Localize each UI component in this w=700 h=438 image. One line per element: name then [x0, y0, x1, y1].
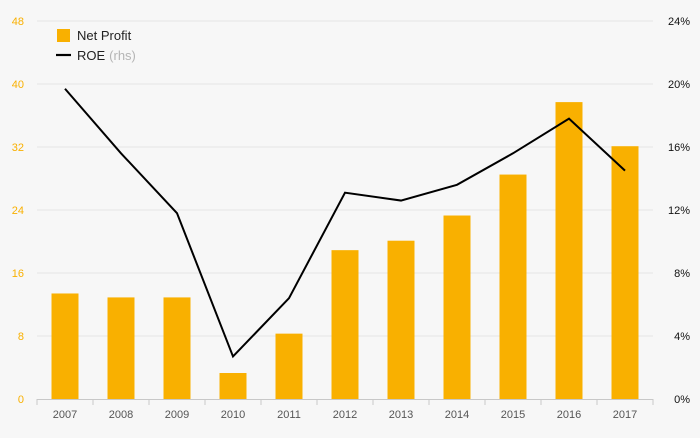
x-tick-label: 2015 — [501, 409, 525, 421]
x-tick-label: 2011 — [277, 409, 301, 421]
y-tick-label-left: 0 — [18, 394, 24, 406]
bar-net-profit — [500, 175, 527, 399]
y-tick-label-left: 32 — [12, 142, 24, 154]
y-tick-label-right: 20% — [668, 79, 690, 91]
x-tick-label: 2009 — [165, 409, 189, 421]
x-tick-label: 2008 — [109, 409, 133, 421]
bar-net-profit — [220, 373, 247, 399]
y-tick-label-left: 8 — [18, 331, 24, 343]
x-tick-label: 2012 — [333, 409, 357, 421]
legend-label-roe-suffix: (rhs) — [109, 48, 136, 63]
x-tick-label: 2016 — [557, 409, 581, 421]
x-tick-label: 2007 — [53, 409, 77, 421]
bar-net-profit — [276, 334, 303, 399]
bar-net-profit — [444, 216, 471, 399]
x-tick-label: 2014 — [445, 409, 469, 421]
x-tick-label: 2013 — [389, 409, 413, 421]
y-tick-label-right: 8% — [674, 268, 690, 280]
y-tick-label-left: 16 — [12, 268, 24, 280]
y-tick-label-left: 24 — [12, 205, 24, 217]
svg-text:ROE(rhs): ROE(rhs) — [77, 48, 136, 63]
bar-net-profit — [164, 297, 191, 399]
y-tick-label-left: 48 — [12, 16, 24, 28]
bar-net-profit — [332, 250, 359, 399]
bar-net-profit — [612, 146, 639, 399]
x-tick-label: 2010 — [221, 409, 245, 421]
bar-net-profit — [108, 297, 135, 399]
y-tick-label-right: 24% — [668, 16, 690, 28]
legend-swatch-net-profit — [57, 29, 70, 42]
y-tick-label-right: 0% — [674, 394, 690, 406]
bar-net-profit — [556, 102, 583, 399]
y-tick-label-left: 40 — [12, 79, 24, 91]
legend-label-net-profit: Net Profit — [77, 28, 132, 43]
bar-net-profit — [52, 293, 79, 399]
x-tick-label: 2017 — [613, 409, 637, 421]
y-tick-label-right: 12% — [668, 205, 690, 217]
legend: Net Profit ROE(rhs) — [56, 28, 136, 63]
y-tick-label-right: 16% — [668, 142, 690, 154]
y-tick-label-right: 4% — [674, 331, 690, 343]
legend-label-roe: ROE — [77, 48, 106, 63]
bar-net-profit — [388, 241, 415, 399]
